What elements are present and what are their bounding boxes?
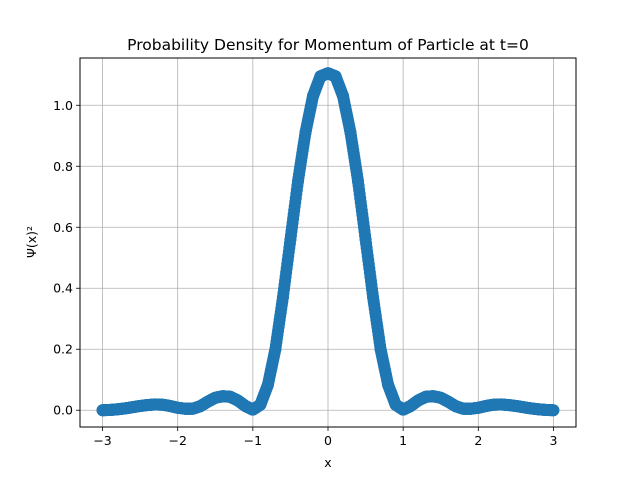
- y-tick-label: 0.0: [53, 403, 73, 418]
- data-point: [276, 291, 289, 304]
- y-tick-label: 0.4: [53, 281, 73, 296]
- data-point: [547, 404, 560, 417]
- data-point: [382, 378, 395, 391]
- x-tick-label: −1: [244, 433, 262, 448]
- chart-title: Probability Density for Momentum of Part…: [127, 36, 529, 54]
- data-point: [329, 70, 342, 83]
- data-point: [291, 175, 304, 188]
- data-point: [299, 126, 312, 139]
- data-series: [96, 67, 560, 417]
- x-axis-label: x: [324, 455, 331, 470]
- y-tick-label: 0.2: [53, 342, 73, 357]
- data-point: [306, 90, 319, 103]
- series-points: [96, 67, 560, 417]
- x-tick-label: −3: [93, 433, 111, 448]
- x-tick-label: 0: [324, 433, 332, 448]
- data-point: [269, 343, 282, 356]
- x-tick-label: −2: [168, 433, 186, 448]
- ticks: −3 −2 −1 0 1 2 3 0.0 0.2 0.4 0.6 0.8 1.0: [53, 98, 557, 448]
- data-point: [367, 291, 380, 304]
- data-point: [359, 233, 372, 246]
- y-axis-label: Ψ(x)²: [24, 226, 39, 258]
- data-point: [254, 398, 267, 411]
- y-tick-label: 0.8: [53, 159, 73, 174]
- x-tick-label: 3: [549, 433, 557, 448]
- y-tick-label: 1.0: [53, 98, 73, 113]
- data-point: [344, 126, 357, 139]
- x-tick-label: 2: [474, 433, 482, 448]
- data-point: [261, 378, 274, 391]
- data-point: [374, 343, 387, 356]
- y-tick-label: 0.6: [53, 220, 73, 235]
- data-point: [352, 175, 365, 188]
- data-point: [337, 90, 350, 103]
- data-point: [284, 233, 297, 246]
- grid: [80, 58, 576, 427]
- x-tick-label: 1: [399, 433, 407, 448]
